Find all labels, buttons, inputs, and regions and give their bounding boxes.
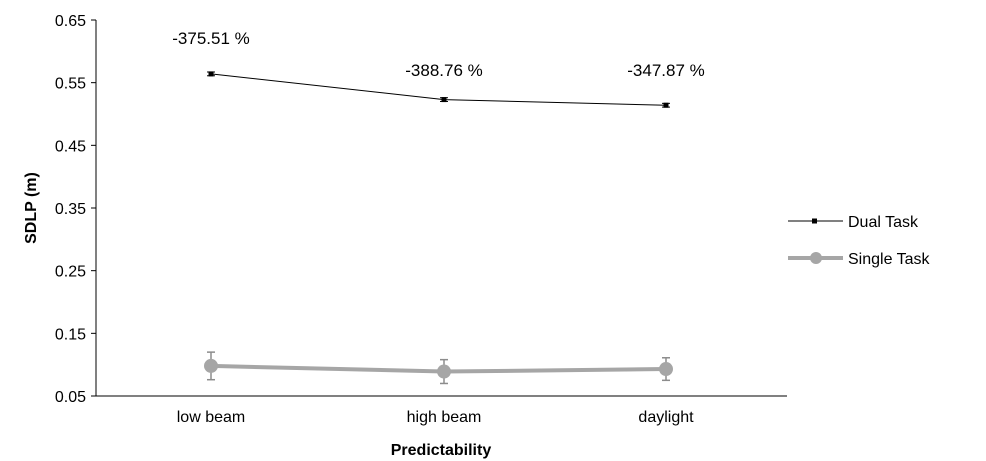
legend-single-marker	[810, 252, 822, 264]
data-point-single-task	[204, 359, 218, 373]
y-tick-label: 0.55	[55, 76, 86, 93]
y-tick-label: 0.65	[55, 13, 86, 30]
x-tick-label: high beam	[407, 409, 482, 426]
y-tick-label: 0.25	[55, 264, 86, 281]
data-point-dual-task	[209, 71, 214, 76]
legend-dual-label: Dual Task	[848, 214, 919, 231]
y-tick-label: 0.05	[55, 389, 86, 406]
data-point-single-task	[437, 365, 451, 379]
x-tick-label: low beam	[177, 409, 245, 426]
legend-dual-marker	[812, 219, 817, 224]
legend-item-dual-task: Dual Task	[788, 214, 919, 231]
x-axis-title: Predictability	[391, 442, 492, 459]
annotations: -375.51 % -388.76 % -347.87 %	[172, 29, 705, 80]
percent-annotation: -388.76 %	[405, 61, 483, 80]
y-tick-label: 0.35	[55, 201, 86, 218]
percent-annotation: -375.51 %	[172, 29, 250, 48]
x-tick-label: daylight	[638, 409, 694, 426]
percent-annotation: -347.87 %	[627, 61, 705, 80]
y-tick-label: 0.15	[55, 326, 86, 343]
legend-item-single-task: Single Task	[788, 251, 931, 268]
legend: Dual Task Single Task	[788, 214, 931, 268]
data-point-single-task	[659, 362, 673, 376]
x-ticks: low beam high beam daylight	[177, 409, 694, 426]
data-point-dual-task	[664, 103, 669, 108]
data-point-dual-task	[442, 97, 447, 102]
y-ticks: 0.65 0.55 0.45 0.35 0.25 0.15 0.05	[55, 13, 96, 406]
legend-single-label: Single Task	[848, 251, 931, 268]
y-tick-label: 0.45	[55, 138, 86, 155]
y-axis-title: SDLP (m)	[23, 172, 40, 244]
series	[204, 71, 673, 383]
